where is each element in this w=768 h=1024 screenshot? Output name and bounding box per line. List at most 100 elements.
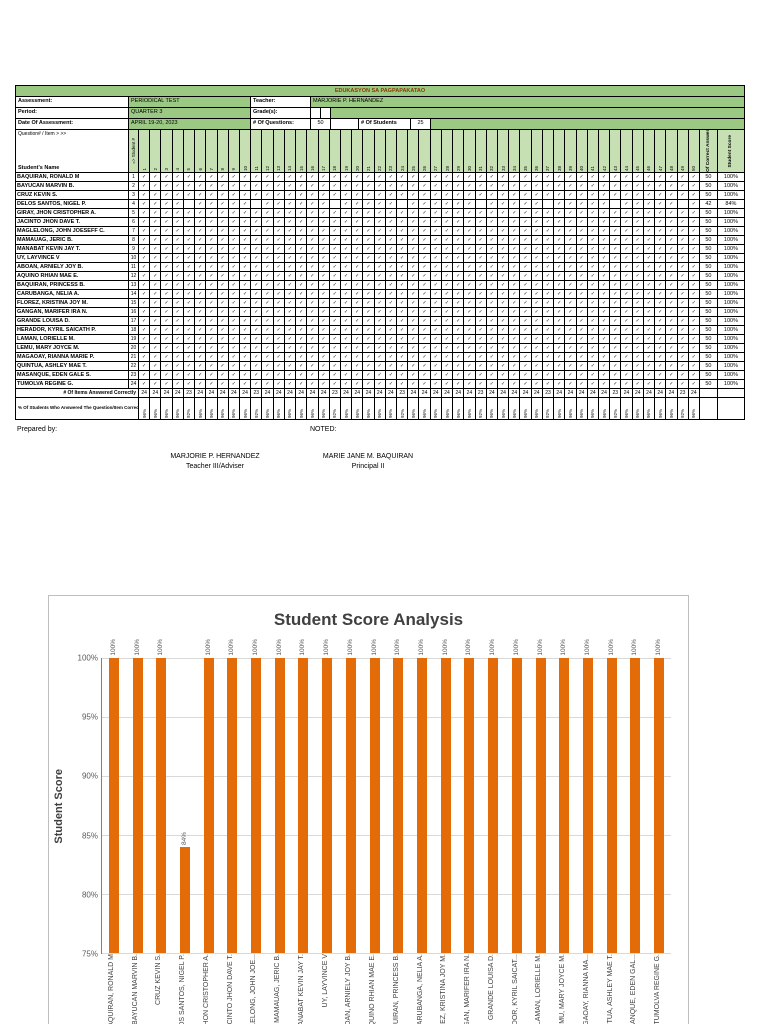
check-cell: ✓ xyxy=(239,362,252,371)
check-cell: ✓ xyxy=(677,191,689,200)
percent-correct-value: 96% xyxy=(374,398,386,420)
check-cell: ✓ xyxy=(206,308,218,317)
check-cell: ✓ xyxy=(419,317,431,326)
check-cell: ✓ xyxy=(520,191,532,200)
check-cell: ✓ xyxy=(183,254,196,263)
check-cell: ✓ xyxy=(688,299,700,308)
check-cell: ✓ xyxy=(217,308,229,317)
check-cell: ✓ xyxy=(576,236,588,245)
check-cell: ✓ xyxy=(206,191,218,200)
check-cell: ✓ xyxy=(284,362,297,371)
bar-slot: 100% xyxy=(102,639,126,953)
check-cell: ✓ xyxy=(419,362,431,371)
check-cell: ✓ xyxy=(554,191,566,200)
check-cell: ✓ xyxy=(397,254,409,263)
check-cell: ✓ xyxy=(150,308,162,317)
student-row: DELOS SANTOS, NIGEL P. 4 ✓ ✓ ✓ ✓ ✓ ✓ ✓ ✓ ✓ ✓ ✓ ✓ ✓ ✓ ✓ ✓ ✓… xyxy=(16,200,745,209)
check-cell: ✓ xyxy=(677,182,689,191)
check-cell: ✓ xyxy=(172,317,184,326)
student-name: GRANDE LOUISA D. xyxy=(16,317,129,326)
check-cell: ✓ xyxy=(643,191,656,200)
check-cell: ✓ xyxy=(408,254,420,263)
check-cell: ✓ xyxy=(542,236,555,245)
check-cell: ✓ xyxy=(655,380,667,389)
check-cell: ✓ xyxy=(688,227,700,236)
check-cell: ✓ xyxy=(475,263,487,272)
check-cell: ✓ xyxy=(554,317,566,326)
check-cell: ✓ xyxy=(542,263,555,272)
check-cell: ✓ xyxy=(195,290,207,299)
student-number: 23 xyxy=(129,371,139,380)
check-cell: ✓ xyxy=(587,182,599,191)
percent-correct-value: 96% xyxy=(150,398,162,420)
items-correct-value: 23 xyxy=(610,389,622,398)
check-cell: ✓ xyxy=(520,227,532,236)
check-cell: ✓ xyxy=(397,173,409,182)
check-cell: ✓ xyxy=(408,200,420,209)
correct-count: 50 xyxy=(699,254,718,263)
check-cell: ✓ xyxy=(228,245,240,254)
y-axis-ticks: 100% 95% 90% 85% 80% 75% xyxy=(69,654,101,959)
check-cell: ✓ xyxy=(195,353,207,362)
percent-correct-value: 92% xyxy=(251,398,263,420)
check-cell: ✓ xyxy=(340,173,353,182)
check-cell: ✓ xyxy=(441,344,454,353)
check-cell: ✓ xyxy=(408,236,420,245)
student-number: 17 xyxy=(129,317,139,326)
check-cell: ✓ xyxy=(688,353,700,362)
check-cell: ✓ xyxy=(273,209,285,218)
check-cell: ✓ xyxy=(183,173,196,182)
check-cell: ✓ xyxy=(688,218,700,227)
check-cell: ✓ xyxy=(542,317,555,326)
check-cell: ✓ xyxy=(228,380,240,389)
check-cell: ✓ xyxy=(542,290,555,299)
check-cell: ✓ xyxy=(453,218,465,227)
check-cell: ✓ xyxy=(419,335,431,344)
check-cell: ✓ xyxy=(340,254,353,263)
check-cell: ✓ xyxy=(453,371,465,380)
check-cell: ✓ xyxy=(296,362,308,371)
question-number-header: 7 xyxy=(206,130,218,173)
student-name: MANABAT KEVIN JAY T. xyxy=(16,245,129,254)
check-cell: ✓ xyxy=(172,335,184,344)
check-cell: ✓ xyxy=(408,317,420,326)
check-cell: ✓ xyxy=(565,326,577,335)
check-cell: ✓ xyxy=(587,236,599,245)
student-number: 15 xyxy=(129,299,139,308)
check-cell: ✓ xyxy=(531,245,543,254)
items-correct-value: 24 xyxy=(464,389,476,398)
check-cell: ✓ xyxy=(183,191,196,200)
check-cell: ✓ xyxy=(643,263,656,272)
question-number-header: 44 xyxy=(621,130,633,173)
check-cell: ✓ xyxy=(273,272,285,281)
check-cell: ✓ xyxy=(273,290,285,299)
check-cell: ✓ xyxy=(329,317,341,326)
check-cell: ✓ xyxy=(262,227,274,236)
student-score: 100% xyxy=(717,299,745,308)
check-cell: ✓ xyxy=(587,380,599,389)
check-cell: ✓ xyxy=(397,281,409,290)
check-cell: ✓ xyxy=(453,173,465,182)
check-cell: ✓ xyxy=(498,173,510,182)
check-cell: ✓ xyxy=(139,362,151,371)
check-cell: ✓ xyxy=(195,326,207,335)
check-cell: ✓ xyxy=(677,254,689,263)
x-axis-labels: BAQUIRAN, RONALD M BAYUCAN MARVIN B. CRUZ … xyxy=(101,954,671,1024)
check-cell: ✓ xyxy=(228,308,240,317)
check-cell: ✓ xyxy=(228,227,240,236)
check-cell: ✓ xyxy=(565,335,577,344)
percent-correct-value: 96% xyxy=(385,398,398,420)
check-cell: ✓ xyxy=(340,299,353,308)
check-cell: ✓ xyxy=(643,290,656,299)
check-cell: ✓ xyxy=(587,245,599,254)
question-number-header: 37 xyxy=(542,130,555,173)
check-cell: ✓ xyxy=(610,344,622,353)
check-cell: ✓ xyxy=(576,344,588,353)
gridline xyxy=(102,717,671,718)
check-cell: ✓ xyxy=(352,236,364,245)
check-cell xyxy=(397,200,409,209)
check-cell: ✓ xyxy=(655,335,667,344)
check-cell: ✓ xyxy=(262,218,274,227)
x-axis-label: TUMOLVA REGINE G. xyxy=(654,954,662,1024)
check-cell: ✓ xyxy=(363,308,375,317)
